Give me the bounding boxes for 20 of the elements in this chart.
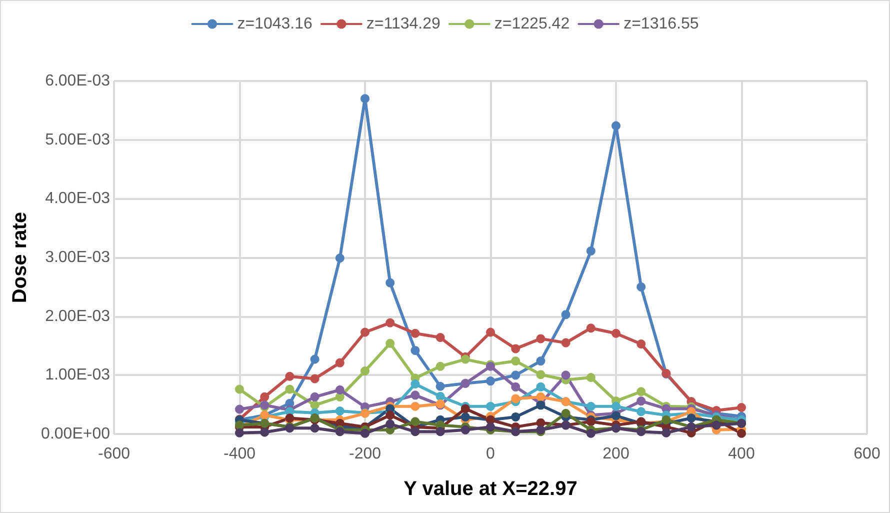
y-tick-label: 3.00E-03 bbox=[45, 249, 110, 266]
y-tick-label: 5.00E-03 bbox=[45, 131, 110, 148]
y-tick-label: 6.00E-03 bbox=[45, 72, 110, 90]
y-tick-label: 1.00E-03 bbox=[45, 366, 110, 384]
legend-label: z=1134.29 bbox=[366, 16, 441, 32]
y-tick-label: 4.00E-03 bbox=[45, 190, 110, 208]
y-tick-label: 0.00E+00 bbox=[41, 426, 110, 442]
y-tick-label: 2.00E-03 bbox=[45, 308, 110, 325]
legend-label: z=1316.55 bbox=[624, 16, 699, 32]
x-tick-label: 400 bbox=[728, 446, 755, 462]
x-tick-label: 0 bbox=[486, 446, 496, 462]
x-tick-label: 200 bbox=[602, 446, 630, 462]
y-axis-title: Dose rate bbox=[9, 212, 32, 304]
x-axis-title: Y value at X=22.97 bbox=[404, 478, 578, 500]
legend-label: z=1043.16 bbox=[237, 16, 313, 32]
x-tick-label: -400 bbox=[223, 446, 256, 462]
x-tick-label: -600 bbox=[98, 446, 130, 462]
x-tick-label: 600 bbox=[854, 446, 880, 462]
x-tick-label: -200 bbox=[348, 446, 382, 462]
legend-label: z=1225.42 bbox=[494, 16, 570, 32]
